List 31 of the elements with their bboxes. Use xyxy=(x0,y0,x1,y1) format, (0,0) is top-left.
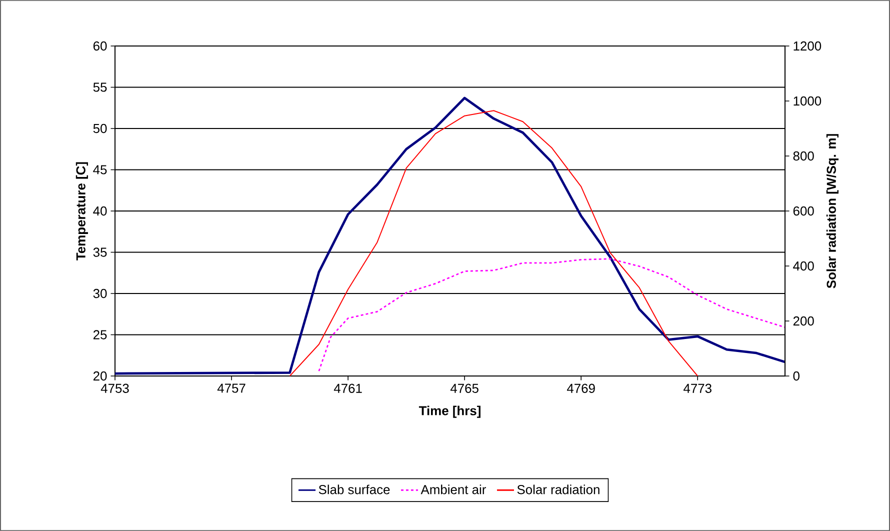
y-tick-label: 60 xyxy=(93,41,107,51)
y2-tick-label: 400 xyxy=(793,261,814,271)
y-tick-label: 20 xyxy=(93,371,107,381)
x-tick-label: 4765 xyxy=(450,384,478,393)
y-tick-label: 30 xyxy=(93,288,107,298)
y-tick-label: 55 xyxy=(93,82,107,92)
line-series xyxy=(289,110,698,376)
y2-tick-label: 800 xyxy=(793,151,814,161)
y-tick-label: 35 xyxy=(93,248,107,257)
y-tick-label: 50 xyxy=(93,124,107,134)
x-tick-label: 4761 xyxy=(334,384,362,393)
y2-tick-label: 1200 xyxy=(794,41,822,51)
x-tick-label: 4753 xyxy=(100,384,129,393)
line-series xyxy=(318,258,786,372)
y-tick-label: 25 xyxy=(93,330,107,340)
y2-tick-label: 200 xyxy=(793,316,814,326)
y2-tick-label: 1000 xyxy=(794,96,822,106)
legend-label: Slab surface xyxy=(318,484,390,494)
y-tick-label: 40 xyxy=(93,206,107,216)
x-tick-label: 4773 xyxy=(684,384,712,393)
x-tick-label: 4757 xyxy=(217,384,246,393)
y2-tick-label: 600 xyxy=(793,206,814,216)
y-tick-label: 45 xyxy=(93,165,107,174)
x-axis-title: Time [hrs] xyxy=(418,406,480,418)
y2-axis-title: Solar radiation [W/Sq. m] xyxy=(826,134,839,288)
y2-tick-label: 0 xyxy=(793,371,800,381)
x-tick-label: 4769 xyxy=(566,384,595,393)
line-series xyxy=(115,96,786,375)
legend-label: Ambient air xyxy=(420,484,486,494)
y-axis-title: Temperature [C] xyxy=(76,162,88,260)
legend-label: Solar radiation xyxy=(517,484,600,494)
